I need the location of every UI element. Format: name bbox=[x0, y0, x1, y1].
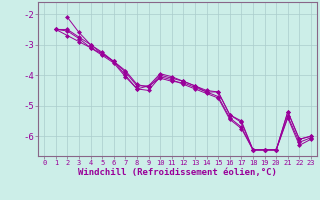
X-axis label: Windchill (Refroidissement éolien,°C): Windchill (Refroidissement éolien,°C) bbox=[78, 168, 277, 177]
